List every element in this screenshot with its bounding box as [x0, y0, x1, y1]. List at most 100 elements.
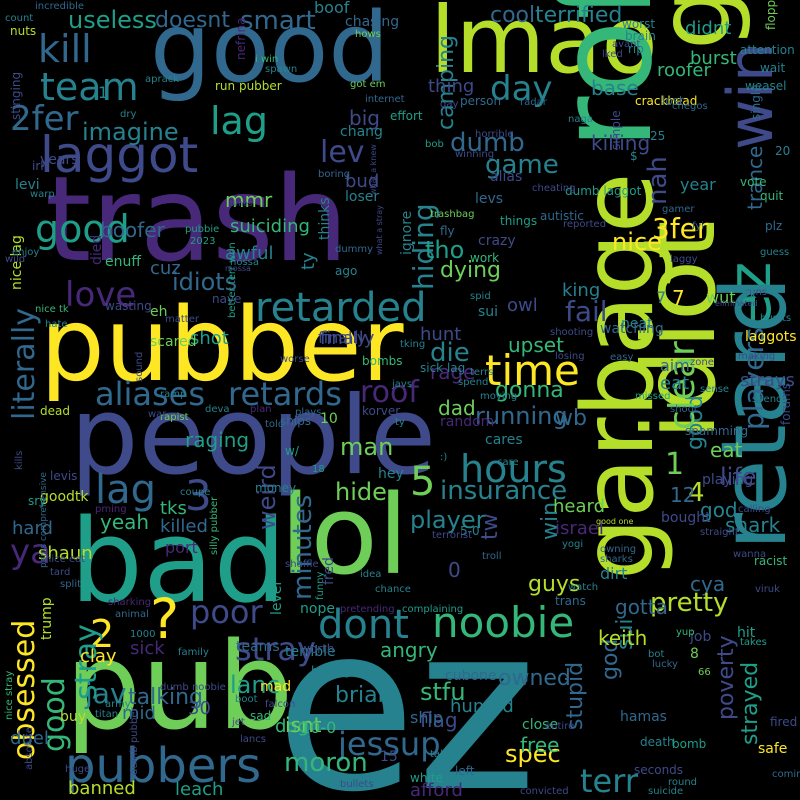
word-cloud-term: kills [14, 450, 25, 470]
word-cloud-term: owned [498, 666, 571, 691]
word-cloud-term: warp [30, 189, 55, 200]
word-cloud-term: banned [68, 778, 136, 799]
word-cloud-term: stfu [420, 678, 466, 706]
word-cloud-term: year [680, 175, 716, 194]
word-cloud-term: stray [235, 630, 316, 668]
word-cloud-term: dumb pubber [129, 707, 140, 775]
word-cloud-term: $ [630, 149, 638, 163]
word-cloud-term: zone [690, 357, 714, 368]
word-cloud-term: vote [740, 175, 767, 189]
word-cloud-term: dying [440, 258, 502, 283]
word-cloud-term: calling [738, 504, 771, 515]
word-cloud-term: idea [360, 569, 382, 580]
word-cloud-term: suicide [648, 786, 684, 797]
word-cloud-term: bursts [760, 313, 792, 324]
word-cloud-term: :) [440, 452, 448, 463]
word-cloud-term: hunted [450, 696, 514, 717]
word-cloud-term: 2 [90, 612, 115, 656]
word-cloud-term: easy [610, 352, 634, 363]
word-cloud-term: big [349, 106, 380, 130]
word-cloud-term: roofer [657, 60, 711, 81]
word-cloud-term: dont [318, 602, 409, 648]
word-cloud-term: naga [568, 114, 593, 125]
word-cloud-term: minutes [288, 494, 318, 600]
word-cloud-term: time [485, 346, 580, 395]
word-cloud-term: nice tk [35, 304, 69, 315]
word-cloud-term: laggot [40, 126, 199, 184]
word-cloud-term: ya [10, 532, 51, 572]
word-cloud-term: enuff [105, 254, 142, 270]
word-cloud-term: pubber [40, 286, 404, 405]
word-cloud-term: level [269, 581, 285, 615]
word-cloud-term: family [178, 647, 209, 658]
word-cloud-term: wb [555, 406, 587, 431]
word-cloud-term: matter [165, 314, 199, 325]
word-cloud-term: sense [700, 384, 730, 395]
word-cloud-term: terr [580, 762, 638, 800]
word-cloud-term: hide [335, 478, 387, 506]
word-cloud-term: wasting [105, 299, 152, 313]
word-cloud-term: internet [365, 94, 405, 105]
word-cloud-term: mad [260, 679, 292, 695]
word-cloud-term: laggots [745, 329, 797, 345]
word-cloud-term: split [60, 579, 82, 590]
word-cloud-term: safe [758, 741, 788, 757]
word-cloud-term: ? [150, 587, 180, 651]
word-cloud-term: worth [300, 642, 335, 656]
word-cloud-term: worse [280, 354, 310, 365]
word-cloud-term: poor [190, 593, 263, 631]
word-cloud-term: suiciding [230, 216, 310, 237]
word-cloud-term: tking [400, 339, 426, 350]
word-cloud-term: roof [360, 375, 419, 410]
word-cloud-term: doesnt [155, 8, 230, 33]
word-cloud-term: 1 [665, 447, 685, 482]
word-cloud-term: gonna [495, 378, 564, 403]
word-cloud-term: raging [185, 428, 250, 452]
word-cloud-term: plan [250, 404, 272, 415]
word-cloud-term: racist [754, 554, 788, 568]
word-cloud-term: owning [600, 544, 637, 555]
word-cloud-term: clay [80, 646, 117, 667]
word-cloud-term: pretty [650, 588, 729, 618]
word-cloud-term: war [148, 409, 167, 420]
word-cloud-term: game [485, 150, 559, 180]
word-cloud-term: run pubber [215, 79, 282, 93]
word-cloud-term: israel [555, 518, 604, 539]
word-cloud-term: lost [662, 94, 684, 108]
word-cloud-term: eat [660, 373, 690, 394]
word-cloud-term: close [522, 717, 559, 733]
word-cloud-term: eat [710, 438, 743, 462]
word-cloud-term: ez [275, 576, 538, 800]
word-cloud-term: killed [160, 516, 208, 537]
word-cloud-term: strays [740, 370, 795, 391]
word-cloud-term: angry [380, 638, 438, 662]
word-cloud-term: crazy [478, 233, 516, 249]
word-cloud-term: bullets [340, 779, 374, 790]
word-cloud-term: burst [690, 48, 737, 69]
word-cloud-term: finally [318, 328, 367, 347]
word-cloud-term: dad [438, 396, 476, 420]
word-cloud-term: attention [740, 43, 795, 57]
word-cloud-term: mossa [225, 264, 251, 273]
word-cloud-term: white [410, 771, 443, 785]
word-cloud-term: 20 [775, 144, 791, 158]
word-cloud-term: korver [362, 404, 401, 418]
word-cloud-term: stinging [9, 71, 23, 120]
word-cloud-term: yup [676, 627, 695, 638]
word-cloud-term: loser [345, 189, 380, 205]
word-cloud-term: didnt [685, 18, 732, 39]
word-cloud-term: watching [600, 321, 664, 337]
word-cloud-term: 7 [656, 288, 667, 307]
word-cloud-term: bombs [362, 354, 403, 368]
word-cloud-term: tho [425, 236, 465, 264]
word-cloud-term: fred [321, 557, 337, 585]
word-cloud-term: nefrina [234, 17, 248, 60]
word-cloud-term: losing [555, 351, 585, 362]
word-cloud-term: people [70, 374, 437, 499]
word-cloud-term: team [40, 65, 139, 109]
word-cloud-term: hamas [620, 709, 667, 725]
word-cloud-term: plays [295, 407, 322, 418]
word-cloud-term: free [520, 733, 560, 757]
word-cloud-term: 12 [670, 483, 696, 507]
word-cloud-term: bud [345, 171, 380, 192]
